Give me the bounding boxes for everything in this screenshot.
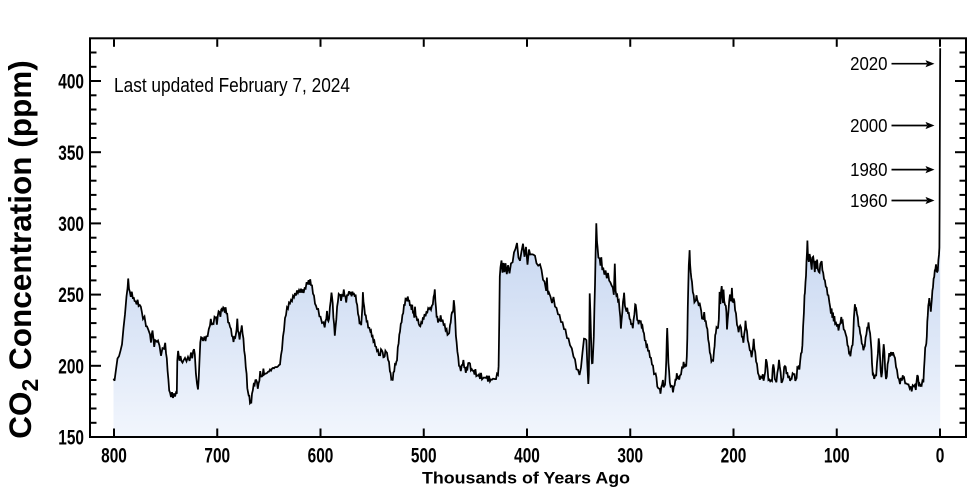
svg-text:0: 0: [936, 444, 945, 468]
svg-text:400: 400: [514, 444, 540, 468]
svg-text:150: 150: [58, 426, 84, 450]
svg-text:500: 500: [411, 444, 437, 468]
svg-text:Thousands of Years Ago: Thousands of Years Ago: [422, 469, 630, 488]
svg-text:800: 800: [101, 444, 127, 468]
svg-text:2000: 2000: [850, 116, 887, 136]
svg-text:2020: 2020: [850, 54, 887, 74]
svg-text:200: 200: [721, 444, 747, 468]
svg-text:1960: 1960: [850, 191, 887, 211]
svg-text:CO2 Concentration (ppm): CO2 Concentration (ppm): [2, 60, 43, 439]
svg-text:Last updated February 7, 2024: Last updated February 7, 2024: [114, 75, 350, 97]
svg-text:300: 300: [617, 444, 643, 468]
svg-text:350: 350: [58, 141, 84, 165]
svg-text:1980: 1980: [850, 160, 887, 180]
svg-text:200: 200: [58, 354, 84, 378]
svg-text:300: 300: [58, 212, 84, 236]
svg-text:100: 100: [824, 444, 850, 468]
svg-text:400: 400: [58, 70, 84, 94]
svg-text:700: 700: [204, 444, 230, 468]
svg-text:600: 600: [308, 444, 334, 468]
svg-text:250: 250: [58, 283, 84, 307]
